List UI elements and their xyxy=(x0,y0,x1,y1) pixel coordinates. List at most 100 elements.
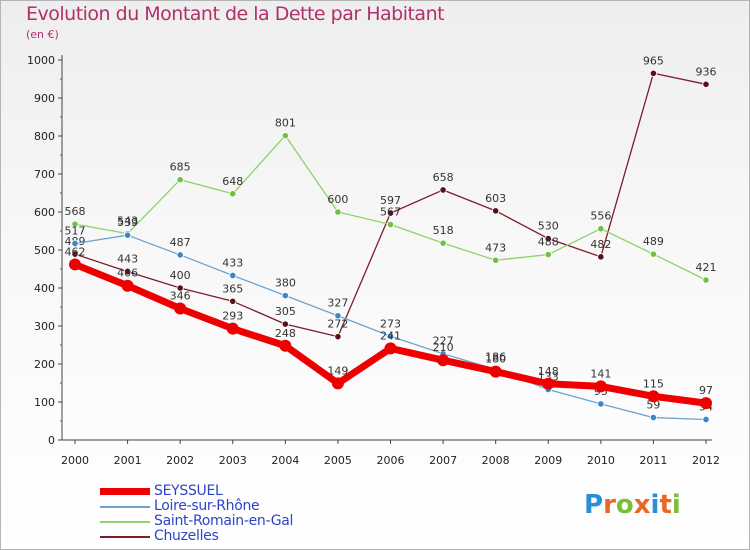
data-label: 293 xyxy=(222,310,243,323)
data-label: 597 xyxy=(380,194,401,207)
data-point xyxy=(649,69,658,77)
y-tick-label: 100 xyxy=(34,396,55,409)
data-point xyxy=(544,250,552,259)
data-point xyxy=(174,302,187,315)
legend-label: Loire-sur-Rhône xyxy=(154,498,260,514)
x-tick-label: 2009 xyxy=(534,454,562,467)
data-label: 59 xyxy=(646,399,660,412)
data-point xyxy=(176,176,184,184)
data-point xyxy=(71,239,79,248)
y-tick-label: 600 xyxy=(34,206,55,219)
data-label: 568 xyxy=(65,205,86,218)
data-label: 273 xyxy=(380,317,401,330)
data-label: 180 xyxy=(485,353,506,366)
chart-unit: (en €) xyxy=(26,28,59,41)
data-label: 600 xyxy=(327,193,348,206)
logo-letter: i xyxy=(650,490,660,520)
data-label: 327 xyxy=(327,297,348,310)
data-point xyxy=(334,333,342,341)
data-label: 406 xyxy=(117,267,138,280)
data-label: 433 xyxy=(222,256,243,269)
data-point xyxy=(386,332,395,340)
data-label: 186 xyxy=(485,350,506,363)
proxiti-logo: Proxiti xyxy=(584,490,681,520)
data-point xyxy=(492,256,500,264)
data-point xyxy=(647,390,660,403)
data-point xyxy=(176,251,184,259)
data-point xyxy=(597,400,605,408)
data-label: 517 xyxy=(65,225,86,238)
data-point xyxy=(229,271,237,280)
y-tick-label: 800 xyxy=(34,130,55,143)
data-point xyxy=(226,322,239,335)
data-point xyxy=(69,258,81,271)
y-tick-label: 500 xyxy=(34,244,55,257)
data-point xyxy=(279,339,292,352)
data-label: 539 xyxy=(117,216,138,229)
data-label: 97 xyxy=(699,384,713,397)
data-label: 801 xyxy=(275,117,296,130)
data-label: 487 xyxy=(170,236,191,249)
data-label: 518 xyxy=(433,224,454,237)
data-point xyxy=(649,250,658,258)
legend-swatch xyxy=(100,536,150,538)
data-point xyxy=(544,235,552,243)
logo-letter: o xyxy=(615,490,634,520)
data-label: 556 xyxy=(590,210,611,223)
data-point xyxy=(489,365,502,378)
data-label: 141 xyxy=(590,367,611,380)
data-label: 115 xyxy=(643,377,664,390)
x-tick-label: 2002 xyxy=(166,454,194,467)
logo-letter: r xyxy=(603,490,616,520)
data-point xyxy=(386,220,395,229)
data-point xyxy=(542,377,555,390)
data-label: 603 xyxy=(485,192,506,205)
data-label: 530 xyxy=(538,220,559,233)
data-point xyxy=(437,354,450,367)
legend-label: SEYSSUEL xyxy=(154,483,223,499)
data-point xyxy=(384,342,397,355)
data-point xyxy=(331,377,344,390)
chart-title: Evolution du Montant de la Dette par Hab… xyxy=(26,3,445,25)
data-label: 936 xyxy=(696,65,717,78)
data-point xyxy=(492,207,500,215)
data-point xyxy=(71,250,79,258)
x-tick-label: 2012 xyxy=(692,454,720,467)
data-label: 488 xyxy=(538,236,559,249)
data-label: 149 xyxy=(327,364,348,377)
data-point xyxy=(702,276,710,284)
data-label: 241 xyxy=(380,329,401,342)
x-tick-label: 2000 xyxy=(61,454,89,467)
x-tick-label: 2011 xyxy=(639,454,667,467)
legend-label: Chuzelles xyxy=(154,528,219,544)
x-tick-label: 2010 xyxy=(587,454,615,467)
data-label: 421 xyxy=(696,261,717,274)
data-label: 658 xyxy=(433,171,454,184)
y-tick-label: 0 xyxy=(48,434,55,447)
data-label: 567 xyxy=(380,206,401,219)
data-label: 346 xyxy=(170,290,191,303)
data-point xyxy=(597,225,605,233)
data-point xyxy=(176,284,184,292)
data-point xyxy=(71,220,79,228)
data-point xyxy=(334,312,342,320)
data-point xyxy=(386,209,395,217)
data-label: 543 xyxy=(117,215,138,228)
data-point xyxy=(229,190,237,198)
data-label: 380 xyxy=(275,277,296,290)
data-label: 685 xyxy=(170,161,191,174)
data-label: 648 xyxy=(222,175,243,188)
data-label: 400 xyxy=(170,269,191,282)
x-tick-label: 2004 xyxy=(271,454,299,467)
data-label: 305 xyxy=(275,305,296,318)
x-tick-label: 2008 xyxy=(482,454,510,467)
legend-swatch xyxy=(100,521,150,523)
data-point xyxy=(229,297,237,305)
logo-letter: i xyxy=(671,490,681,520)
y-tick-label: 1000 xyxy=(27,54,55,67)
data-label: 965 xyxy=(643,54,664,67)
data-point xyxy=(121,279,134,292)
legend-swatch xyxy=(100,506,150,508)
logo-letter: x xyxy=(633,490,651,520)
